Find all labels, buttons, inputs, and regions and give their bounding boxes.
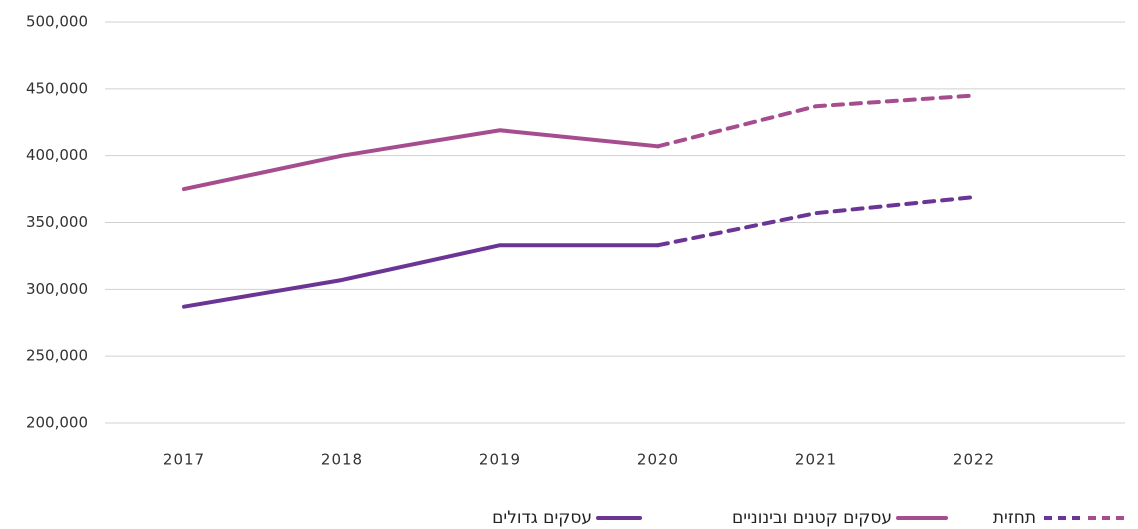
y-tick-label: 200,000 [26,414,88,432]
y-tick-label: 250,000 [26,347,88,365]
forecast-line [656,195,976,248]
y-tick-label: 400,000 [26,146,88,164]
x-tick-label: 2018 [321,451,363,469]
y-tick-label: 300,000 [26,280,88,298]
x-tick-label: 2017 [163,451,205,469]
legend-label: תחזית [993,508,1036,528]
x-tick-label: 2020 [637,451,679,469]
y-tick-label: 350,000 [26,213,88,231]
x-tick-label: 2022 [953,451,995,469]
x-tick-label: 2021 [795,451,837,469]
y-tick-label: 450,000 [26,79,88,97]
series-line [182,128,660,192]
legend-label: עסקים גדולים [492,508,592,528]
x-tick-label: 2019 [479,451,521,469]
series-line [182,243,660,309]
y-tick-label: 500,000 [26,13,88,31]
legend-label: עסקים קטנים ובינוניים [732,508,892,528]
forecast-line [656,93,976,149]
